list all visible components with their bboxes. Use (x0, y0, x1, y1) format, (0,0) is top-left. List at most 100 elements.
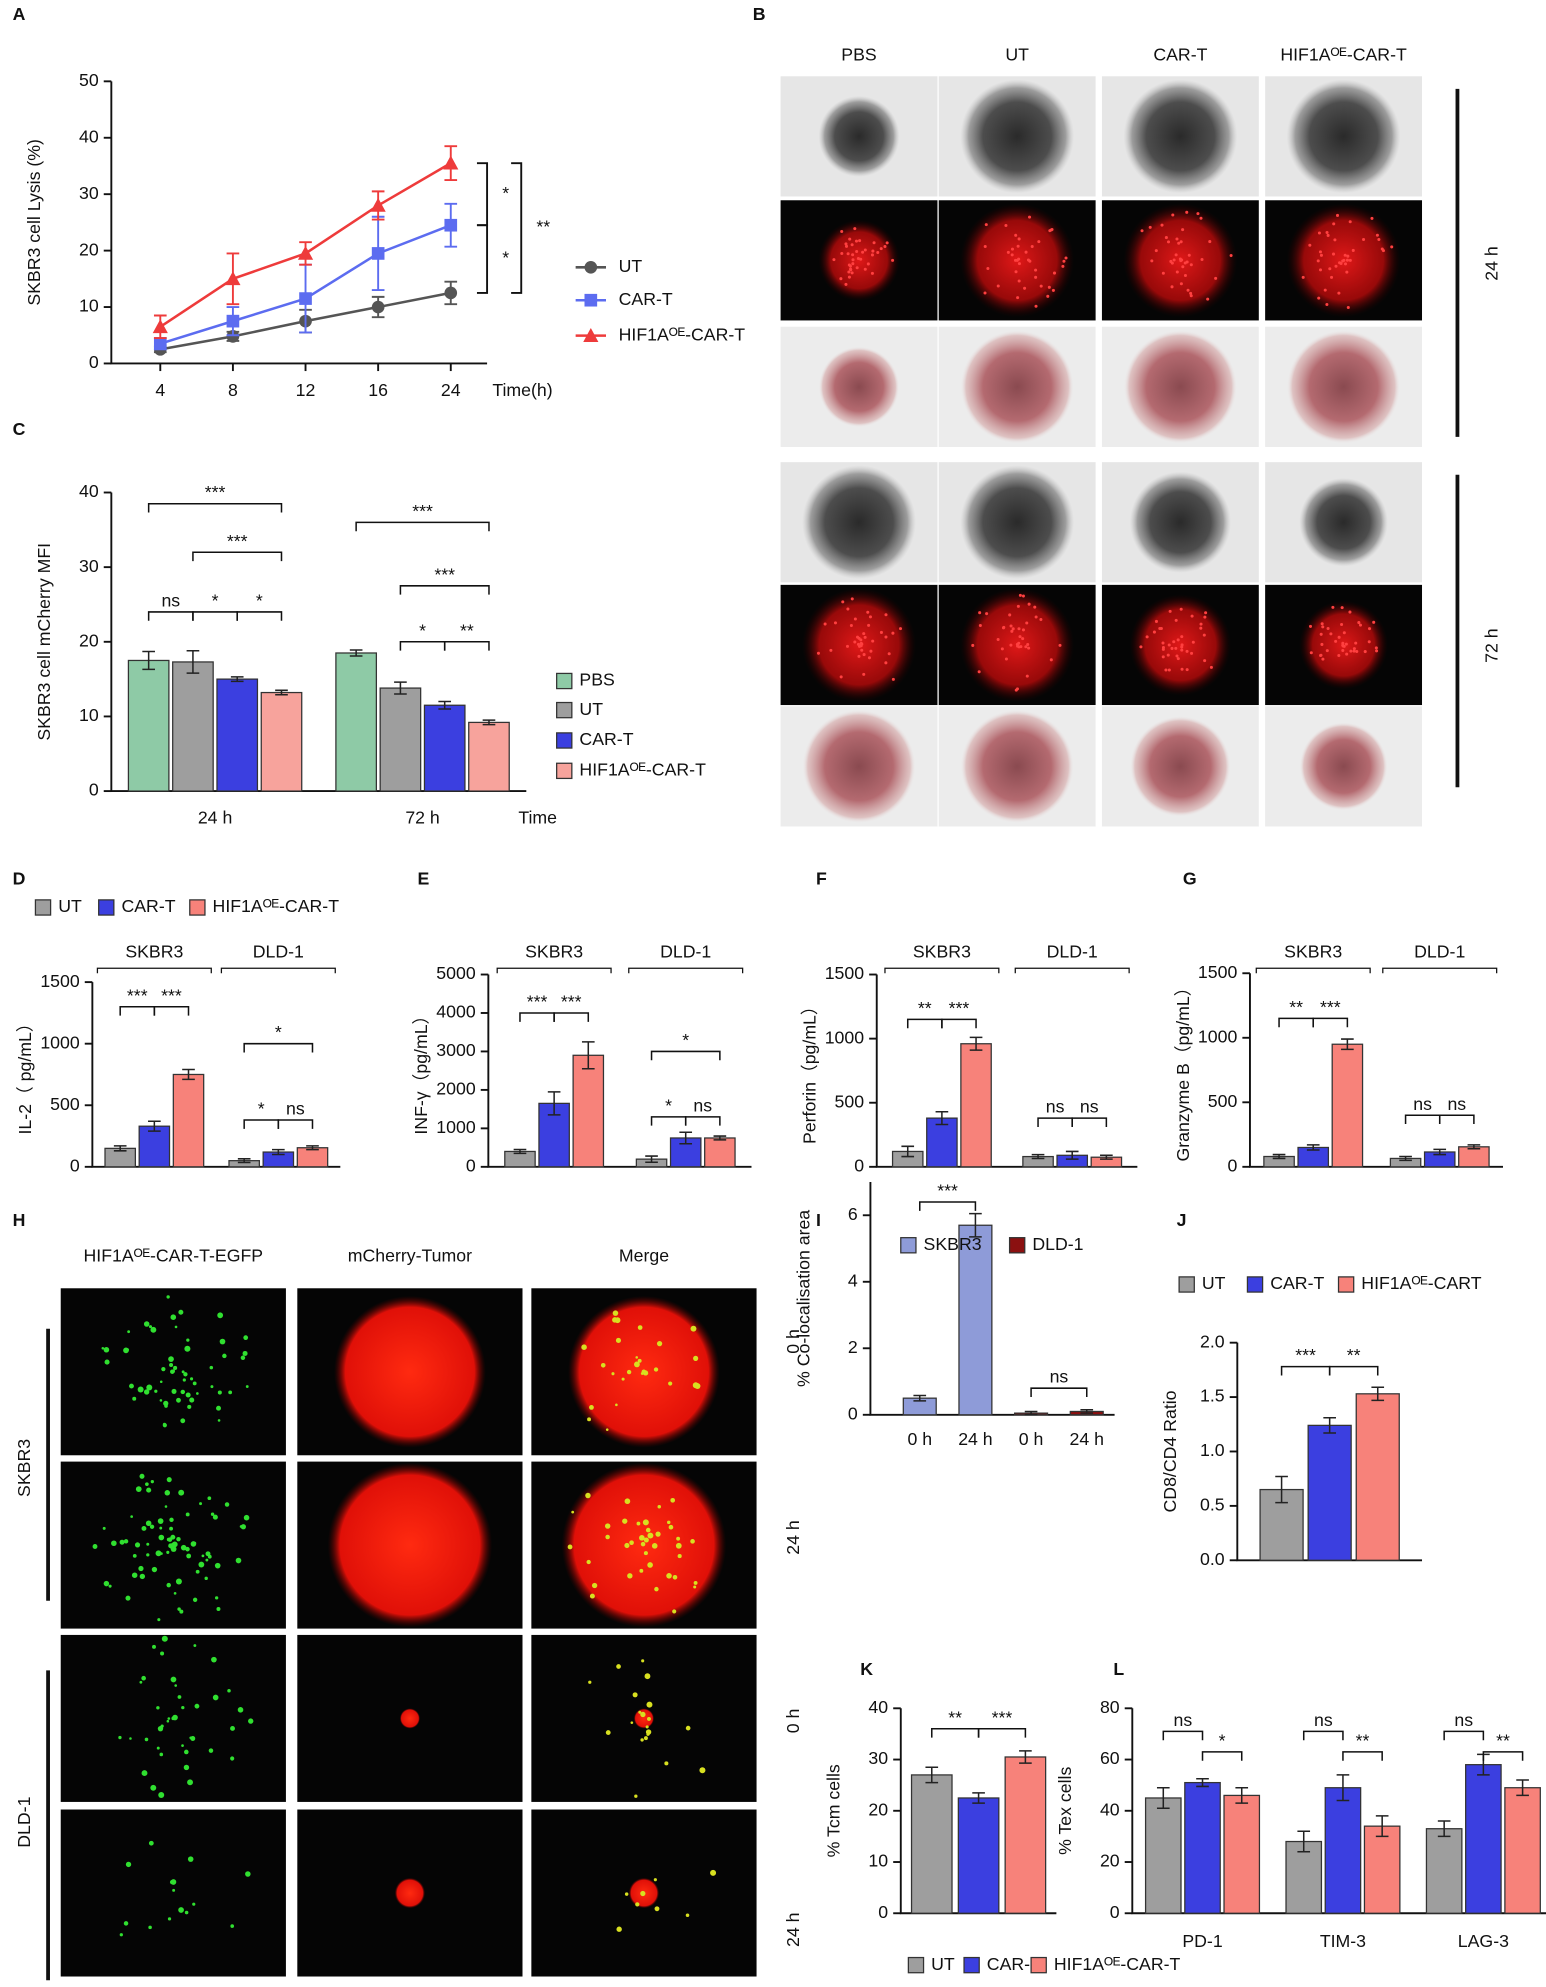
sig-label: ns (1174, 1710, 1193, 1730)
cell-dot (605, 1730, 611, 1735)
cell-dot (1335, 213, 1340, 217)
cell-dot (839, 675, 843, 679)
cell-dot (1008, 613, 1012, 617)
error-bar (1080, 1409, 1094, 1414)
cell-dot (1024, 645, 1028, 649)
cell-dot (149, 1524, 155, 1529)
error-bar (113, 1145, 127, 1152)
marker (297, 245, 314, 260)
cell-dot (146, 1542, 150, 1546)
sig-bracket (192, 611, 238, 621)
sig-bracket (147, 611, 194, 621)
sig-label: *** (1295, 1345, 1316, 1365)
panel-label: F (816, 868, 827, 888)
cell-dot (654, 1586, 659, 1592)
sig-bracket (243, 1119, 280, 1129)
cell-dot (1145, 635, 1149, 639)
group-bracket (496, 967, 612, 974)
cell-dot (102, 1526, 106, 1530)
cell-dot (183, 1372, 188, 1377)
x-tick-label: PD-1 (1182, 1931, 1222, 1951)
cell-dot (676, 1536, 681, 1541)
cell-dot (883, 244, 887, 249)
cell-dot (148, 1925, 152, 1930)
cell-dot (634, 1361, 640, 1368)
sig-label: *** (227, 531, 248, 551)
cell-dot (637, 1358, 642, 1363)
cell-dot (1139, 645, 1143, 649)
cell-dot (1023, 286, 1027, 290)
cell-dot (103, 1346, 110, 1353)
column-label: PBS (841, 45, 876, 65)
cell-dot (1049, 658, 1053, 662)
cell-dot (1171, 213, 1175, 217)
cell-dot (216, 1405, 221, 1411)
cell-dot (640, 1890, 646, 1897)
axis-line (1131, 1708, 1546, 1915)
cell-dot (840, 251, 844, 256)
cell-dot (884, 661, 888, 665)
cell-dot (1033, 605, 1037, 609)
cell-dot (1325, 649, 1329, 653)
cell-dot (123, 1921, 129, 1926)
bar (957, 1797, 1000, 1914)
sig-bracket (1030, 1387, 1088, 1398)
cell-dot (1064, 256, 1068, 260)
cell-dot (157, 1518, 164, 1524)
cell-dot (1375, 233, 1379, 237)
cell-dot (1048, 229, 1052, 233)
cell-dot (174, 1325, 178, 1329)
cell-dot (1034, 304, 1038, 308)
cell-dot (222, 1353, 227, 1359)
cell-dot (885, 241, 889, 245)
cell-dot (1308, 624, 1313, 628)
cell-dot (180, 1389, 186, 1395)
cell-dot (854, 239, 858, 243)
sig-label: * (258, 1099, 265, 1119)
y-tick-label: 20 (79, 239, 99, 259)
y-axis-label: % Tex cells (1055, 1767, 1075, 1855)
cell-dot (1000, 647, 1004, 651)
cell-dot (170, 1545, 175, 1550)
cell-dot (1367, 640, 1371, 644)
cell-dot (146, 1384, 153, 1391)
cell-dot (856, 256, 860, 261)
cell-dot (816, 651, 820, 655)
sig-bracket (519, 1012, 555, 1022)
cell-dot (657, 1505, 661, 1509)
cell-dot (164, 1505, 168, 1508)
cell-dot (219, 1338, 226, 1345)
cell-dot (172, 1888, 176, 1892)
y-tick-label: 0 (89, 352, 99, 372)
cell-dot (867, 656, 871, 660)
cell-dot (1343, 253, 1347, 257)
sig-bracket (119, 1005, 156, 1016)
cell-dot (859, 644, 863, 648)
cell-dot (1037, 240, 1041, 244)
legend-swatch (556, 701, 573, 719)
cell-dot (840, 229, 844, 233)
bar (1458, 1146, 1490, 1168)
cell-dot (1331, 605, 1335, 609)
cell-dot (1200, 257, 1204, 261)
spheroid (802, 709, 916, 824)
legend-swatch (556, 732, 573, 749)
cell-dot (182, 1378, 186, 1382)
cell-dot (145, 1482, 149, 1486)
error-bar (935, 1110, 949, 1126)
cell-dot (1174, 618, 1178, 622)
sig-bracket (1404, 1114, 1441, 1125)
panel-label: I (816, 1210, 821, 1230)
legend-swatch (1337, 1276, 1355, 1293)
cell-dot (170, 1314, 177, 1320)
cell-dot (849, 268, 853, 272)
cell-dot (855, 635, 860, 639)
sig-label: *** (412, 501, 433, 521)
cell-dot (1330, 275, 1334, 279)
bar (1223, 1794, 1261, 1914)
cell-dot (1161, 646, 1165, 650)
cell-dot (656, 1341, 663, 1347)
cell-dot (138, 1565, 144, 1572)
cell-dot (635, 1356, 638, 1359)
cell-dot (1183, 261, 1187, 265)
